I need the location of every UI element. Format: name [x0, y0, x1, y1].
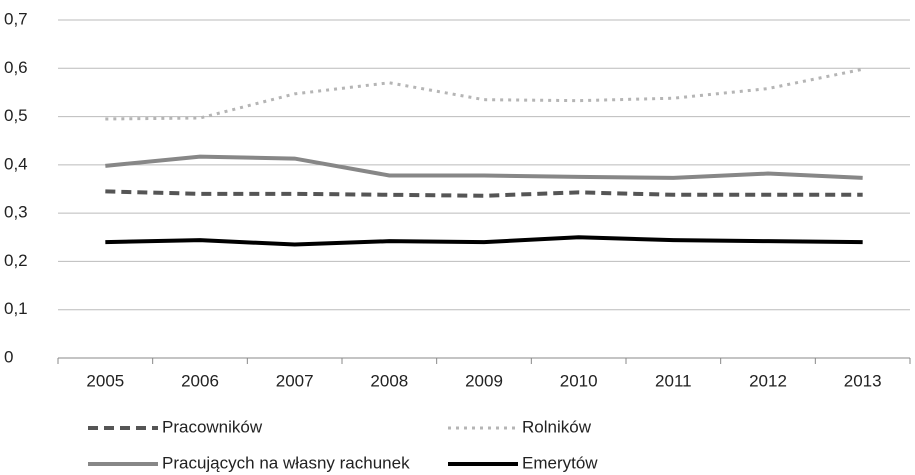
x-tick-label: 2007	[276, 371, 314, 390]
y-tick-label: 0,5	[4, 106, 28, 125]
x-tick-label: 2009	[465, 371, 503, 390]
x-tick-label: 2005	[86, 371, 124, 390]
x-tick-label: 2006	[181, 371, 219, 390]
y-tick-label: 0,6	[4, 58, 28, 77]
series-line	[105, 67, 863, 121]
y-tick-label: 0,1	[4, 299, 28, 318]
legend-label: Emerytów	[522, 453, 598, 472]
legend-label: Rolników	[522, 417, 592, 436]
x-tick-label: 2008	[370, 371, 408, 390]
legend-label: Pracujących na własny rachunek	[162, 453, 410, 472]
y-tick-label: 0,2	[4, 251, 28, 270]
x-tick-label: 2010	[560, 371, 598, 390]
x-tick-label: 2012	[749, 371, 787, 390]
x-tick-label: 2013	[844, 371, 882, 390]
series-line	[105, 154, 863, 180]
series-line	[105, 189, 863, 198]
series-line	[105, 235, 863, 247]
y-tick-label: 0	[4, 347, 13, 366]
y-tick-label: 0,3	[4, 203, 28, 222]
y-tick-label: 0,4	[4, 154, 28, 173]
legend-label: Pracowników	[162, 417, 263, 436]
x-tick-label: 2011	[655, 371, 692, 390]
y-tick-label: 0,7	[4, 9, 28, 28]
